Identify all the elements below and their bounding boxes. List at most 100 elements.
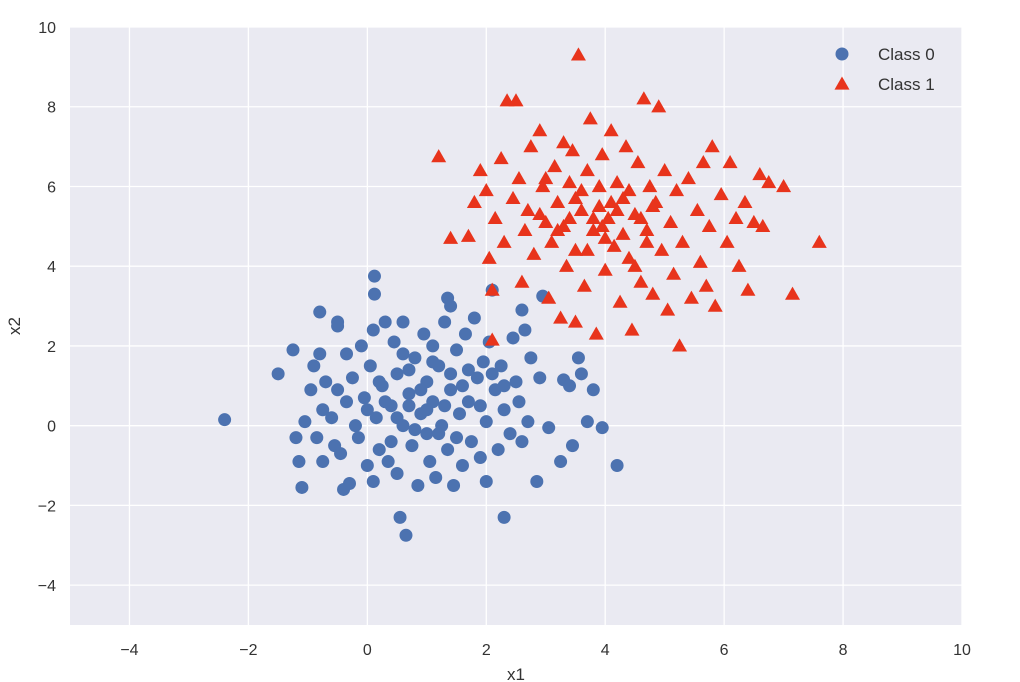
class-0-point (515, 435, 529, 449)
y-tick-label: 0 (47, 419, 56, 436)
class-1-point (609, 202, 625, 217)
class-1-point (719, 234, 735, 248)
class-1-point (550, 194, 566, 209)
class-1-point (701, 218, 717, 232)
class-1-point (484, 282, 500, 296)
class-0-point (574, 367, 588, 381)
class-0-point (595, 421, 609, 435)
class-1-point (591, 178, 607, 193)
class-1-point (645, 198, 661, 213)
class-1-point (666, 266, 682, 280)
class-1-point (731, 258, 747, 272)
data-points (218, 47, 827, 542)
class-1-point (588, 326, 604, 340)
class-1-point (642, 178, 658, 193)
class-1-point (630, 155, 646, 169)
class-1-point (636, 91, 652, 105)
class-1-point (431, 149, 447, 163)
class-1-point (487, 210, 503, 224)
x-axis-ticks: −4 −2 0 2 4 6 8 10 (120, 642, 971, 659)
class-1-point (612, 294, 628, 308)
class-0-point (450, 431, 464, 445)
class-0-point (441, 443, 455, 457)
class-0-point (438, 315, 452, 329)
class-0-point (367, 269, 381, 283)
class-1-point (594, 147, 610, 161)
class-1-point (538, 214, 554, 228)
class-0-point (316, 455, 330, 469)
class-0-point (396, 347, 410, 361)
x-tick-label: 8 (839, 642, 848, 659)
x-tick-label: −4 (120, 642, 138, 659)
class-1-point (535, 178, 551, 193)
class-0-point (390, 411, 404, 425)
class-0-point (444, 299, 458, 313)
class-1-point (639, 234, 655, 248)
class-0-point (316, 403, 330, 417)
class-1-point (689, 202, 705, 217)
class-1-point (707, 298, 723, 312)
class-1-point (559, 258, 575, 272)
class-0-point (295, 480, 309, 494)
class-0-point (313, 347, 327, 361)
class-0-point (399, 528, 413, 542)
class-0-point (420, 427, 434, 441)
class-0-point (402, 399, 416, 413)
legend: Class 0 Class 1 (834, 45, 935, 94)
class-1-point (472, 163, 488, 177)
class-1-point (761, 174, 777, 189)
class-1-point (579, 242, 595, 256)
class-1-point (621, 250, 637, 264)
class-0-point (476, 355, 490, 369)
class-1-point (591, 198, 607, 213)
class-0-point (455, 459, 469, 473)
class-1-point (603, 123, 619, 137)
class-1-point (737, 194, 753, 209)
class-0-point (503, 427, 517, 441)
class-0-point (497, 510, 511, 524)
class-0-point (491, 443, 505, 457)
class-0-point (366, 474, 380, 488)
x-axis-label: x1 (507, 665, 525, 682)
class-0-point (372, 443, 386, 457)
class-0-point (479, 474, 493, 488)
class-1-point (505, 190, 521, 205)
class-0-point (432, 427, 446, 441)
class-0-point (331, 383, 345, 397)
class-1-point (562, 210, 578, 224)
class-1-point (728, 210, 744, 224)
y-tick-label: 4 (47, 259, 56, 276)
x-tick-label: 2 (482, 642, 491, 659)
class-0-point (414, 383, 428, 397)
class-0-point (518, 323, 532, 337)
class-1-point (603, 194, 619, 209)
class-1-point (541, 290, 557, 304)
class-0-point (313, 305, 327, 319)
class-0-point (464, 435, 478, 449)
class-0-point (310, 431, 324, 445)
class-1-point (657, 163, 673, 177)
class-1-point (746, 214, 762, 228)
class-1-point (582, 111, 598, 125)
class-1-point (594, 218, 610, 232)
y-axis-ticks: −4 −2 0 2 4 6 8 10 (38, 20, 56, 595)
class-0-point (580, 415, 594, 429)
class-1-point (493, 151, 509, 165)
class-0-point (509, 375, 523, 389)
class-1-point (517, 222, 533, 236)
class-1-point (544, 234, 560, 248)
class-0-point (342, 476, 356, 490)
y-tick-label: −2 (38, 498, 56, 515)
class-0-point (271, 367, 285, 381)
y-tick-label: 6 (47, 179, 56, 196)
class-0-point (447, 478, 461, 492)
plot-area (70, 27, 962, 625)
class-0-point (571, 351, 585, 365)
class-0-point (298, 415, 312, 429)
class-0-point (521, 415, 535, 429)
class-1-point (722, 155, 738, 169)
class-1-point (550, 222, 566, 236)
class-1-point (615, 226, 631, 240)
class-0-point (506, 331, 520, 345)
class-1-point (564, 143, 580, 157)
